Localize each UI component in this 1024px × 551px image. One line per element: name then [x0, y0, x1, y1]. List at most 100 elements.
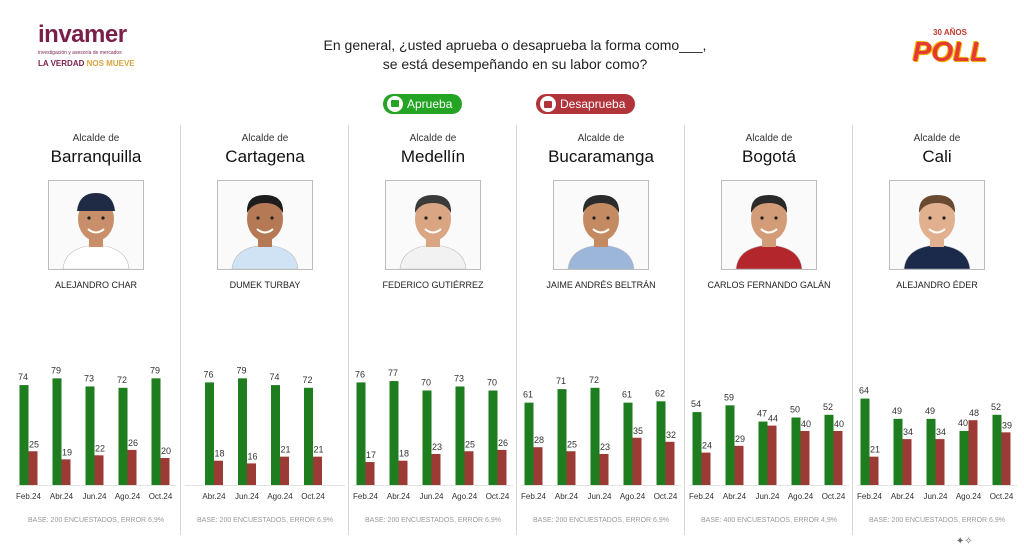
bar-approve	[205, 382, 214, 485]
bar-approve	[557, 389, 567, 485]
label-approve: 72	[117, 375, 127, 385]
panel-bucaramanga: Alcalde de Bucaramanga JAIME ANDRÉS BELTRÁ…	[516, 125, 685, 535]
panel-city: Cartagena	[225, 147, 305, 166]
bar-disapprove	[902, 439, 912, 485]
bar-approve	[824, 414, 834, 485]
label-approve: 49	[892, 406, 902, 416]
panel-barranquilla: Alcalde de Barranquilla ALEJANDRO CHAR 74 25…	[12, 125, 180, 535]
panel-city: Bogotá	[742, 147, 796, 166]
label-approve: 72	[589, 375, 599, 385]
sample-base-note: BASE: 200 ENCUESTADOS, ERROR 6,9%	[868, 517, 1006, 524]
label-disapprove: 39	[1002, 420, 1012, 430]
label-approve: 74	[18, 372, 28, 382]
label-approve: 70	[421, 378, 431, 388]
label-disapprove: 18	[399, 449, 409, 459]
label-disapprove: 17	[366, 450, 376, 460]
panel-role: Alcalde de	[241, 133, 289, 144]
label-disapprove: 20	[161, 446, 171, 456]
category-label: Jun.24	[235, 492, 260, 501]
bar-disapprove	[833, 431, 843, 485]
bar-approve	[52, 378, 62, 485]
label-approve: 70	[487, 378, 497, 388]
thumbs-up-icon	[387, 96, 403, 112]
sparkle-icon: ✦✧	[956, 536, 973, 547]
bar-approve	[992, 414, 1002, 485]
legend-approve: Aprueba	[383, 94, 463, 114]
approval-chart: 76 17 Feb.24 77 18 Abr.24 70 23 Jun.24 73 25 Ago.24…	[353, 368, 513, 501]
sample-base-note: BASE: 200 ENCUESTADOS, ERROR 6,9%	[196, 517, 334, 524]
mayor-photo	[385, 180, 481, 270]
bar-approve	[304, 387, 313, 485]
label-disapprove: 25	[567, 439, 577, 449]
bar-approve	[19, 385, 29, 485]
bar-approve	[590, 387, 600, 485]
category-label: Oct.24	[301, 492, 325, 501]
category-label: Oct.24	[486, 492, 510, 501]
bar-approve	[455, 386, 465, 485]
legend-approve-label: Aprueba	[407, 97, 453, 111]
bar-disapprove	[566, 451, 576, 485]
mayor-photo	[217, 180, 313, 270]
mayor-name: DUMEK TURBAY	[229, 280, 301, 290]
panel-role: Alcalde de	[409, 133, 457, 144]
category-label: Jun.24	[755, 492, 780, 501]
tagline-part-a: LA VERDAD	[38, 59, 85, 68]
label-approve: 79	[236, 365, 246, 375]
bar-disapprove	[160, 458, 170, 485]
label-approve: 50	[790, 405, 800, 415]
category-label: Oct.24	[990, 492, 1014, 501]
category-label: Jun.24	[923, 492, 948, 501]
category-label: Abr.24	[723, 492, 747, 501]
label-disapprove: 21	[313, 445, 323, 455]
label-disapprove: 29	[735, 434, 745, 444]
bar-disapprove	[968, 420, 978, 485]
label-disapprove: 16	[247, 451, 257, 461]
portrait-icon	[903, 195, 971, 269]
label-disapprove: 28	[534, 435, 544, 445]
portrait-icon	[567, 195, 635, 269]
bar-disapprove	[632, 437, 642, 485]
bar-approve	[271, 385, 280, 485]
bar-approve	[656, 401, 666, 485]
sample-base-note: BASE: 200 ENCUESTADOS, ERROR 6,9%	[532, 517, 670, 524]
poll-wordmark: POLL	[912, 36, 988, 67]
thumbs-down-icon	[540, 96, 556, 112]
label-disapprove: 19	[62, 447, 72, 457]
tagline-part-b: NOS MUEVE	[86, 59, 135, 68]
label-disapprove: 23	[600, 442, 610, 452]
bar-disapprove	[800, 431, 810, 485]
label-approve: 73	[454, 373, 464, 383]
bar-approve	[389, 381, 399, 485]
label-approve: 40	[958, 418, 968, 428]
label-approve: 64	[859, 386, 869, 396]
bar-disapprove	[365, 462, 375, 485]
bar-approve	[85, 386, 95, 485]
bar-disapprove	[464, 451, 474, 485]
label-disapprove: 21	[870, 445, 880, 455]
label-disapprove: 23	[432, 442, 442, 452]
bar-disapprove	[313, 456, 322, 485]
label-disapprove: 48	[969, 408, 979, 418]
survey-question: En general, ¿usted aprueba o desaprueba …	[280, 36, 750, 74]
category-label: Oct.24	[654, 492, 678, 501]
portrait-icon	[399, 195, 467, 269]
label-disapprove: 24	[702, 441, 712, 451]
label-disapprove: 34	[936, 427, 946, 437]
label-approve: 73	[84, 373, 94, 383]
bar-disapprove	[701, 452, 711, 485]
mayor-name: ALEJANDRO ÉDER	[896, 280, 978, 290]
label-disapprove: 26	[498, 438, 508, 448]
approval-chart: 76 18 Abr.24 79 16 Jun.24 74 21 Ago.24 72 21 Oct.24	[185, 365, 345, 501]
bar-disapprove	[497, 449, 507, 485]
bar-disapprove	[869, 456, 879, 485]
bar-approve	[488, 390, 498, 485]
label-approve: 52	[823, 402, 833, 412]
question-line-2: se está desempeñando en su labor como?	[382, 56, 648, 72]
mayor-name: JAIME ANDRÉS BELTRÁN	[546, 280, 656, 290]
category-label: Jun.24	[419, 492, 444, 501]
label-approve: 71	[556, 376, 566, 386]
label-disapprove: 35	[633, 426, 643, 436]
category-label: Jun.24	[587, 492, 612, 501]
panel-cartagena: Alcalde de Cartagena DUMEK TURBAY 76 18 Abr.2…	[180, 125, 349, 535]
bar-disapprove	[280, 456, 289, 485]
